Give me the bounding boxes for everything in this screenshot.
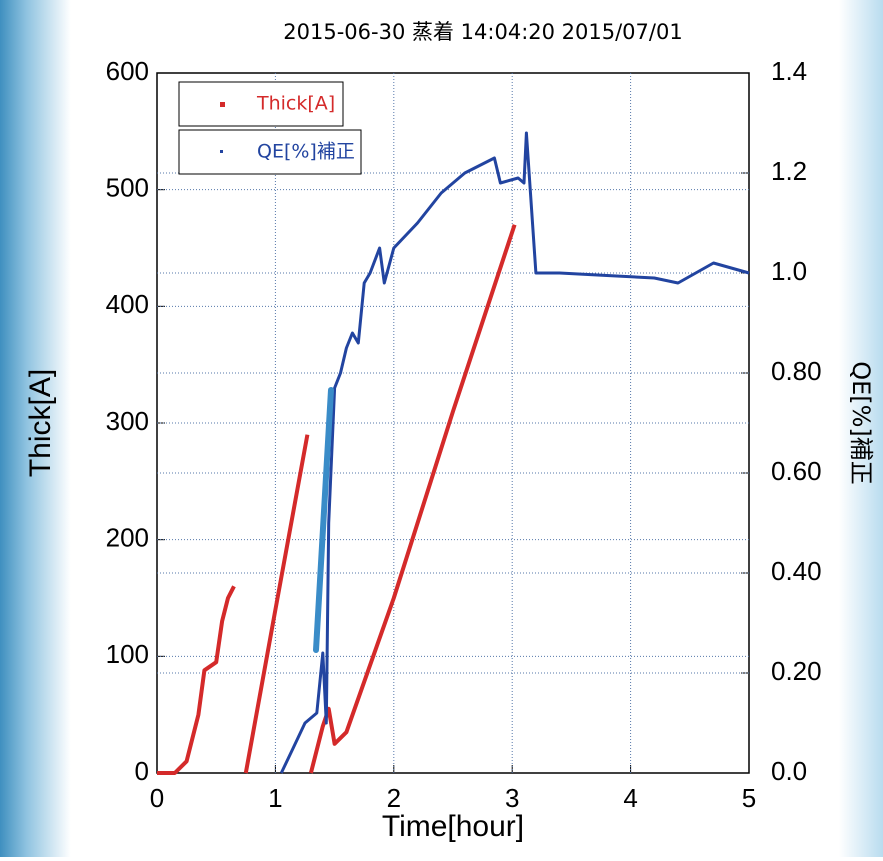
- y-axis-label: Thick[A]: [24, 369, 57, 477]
- legend-marker: [220, 102, 225, 107]
- y2-tick-label: 1.2: [771, 156, 807, 186]
- y-tick-label: 100: [106, 639, 149, 669]
- y2-tick-label: 0.20: [771, 656, 822, 686]
- x-tick-label: 1: [268, 783, 282, 813]
- y-tick-label: 0: [135, 756, 149, 786]
- x-tick-label: 4: [623, 783, 637, 813]
- y2-tick-label: 0.80: [771, 356, 822, 386]
- x-tick-label: 3: [505, 783, 519, 813]
- y2-tick-label: 0.0: [771, 756, 807, 786]
- plot-frame: [156, 72, 750, 774]
- x-tick-label: 0: [150, 783, 164, 813]
- data-line: [157, 224, 517, 775]
- y2-tick-label: 0.40: [771, 556, 822, 586]
- legend-label: QE[%]補正: [257, 141, 355, 163]
- data-line: [279, 131, 750, 774]
- y2-tick-label: 1.0: [771, 256, 807, 286]
- y2-axis-label: QE[%]補正: [847, 361, 875, 485]
- y2-tick-label: 1.4: [771, 56, 807, 86]
- legend-box: [178, 81, 344, 127]
- y-tick-label: 200: [106, 523, 149, 553]
- legend-label: Thick[A]: [256, 93, 335, 115]
- y2-tick-label: 0.60: [771, 456, 822, 486]
- legend-box: [178, 129, 362, 175]
- chart-title: 2015-06-30 蒸着 14:04:20 2015/07/01: [283, 20, 682, 44]
- x-axis-label: Time[hour]: [382, 810, 524, 843]
- y-tick-label: 300: [106, 406, 149, 436]
- y-tick-label: 400: [106, 289, 149, 319]
- y-tick-label: 500: [106, 173, 149, 203]
- y-tick-label: 600: [106, 56, 149, 86]
- legend-marker: [220, 150, 223, 153]
- annotation-line: [313, 387, 334, 653]
- x-tick-label: 2: [387, 783, 401, 813]
- x-tick-label: 5: [742, 783, 756, 813]
